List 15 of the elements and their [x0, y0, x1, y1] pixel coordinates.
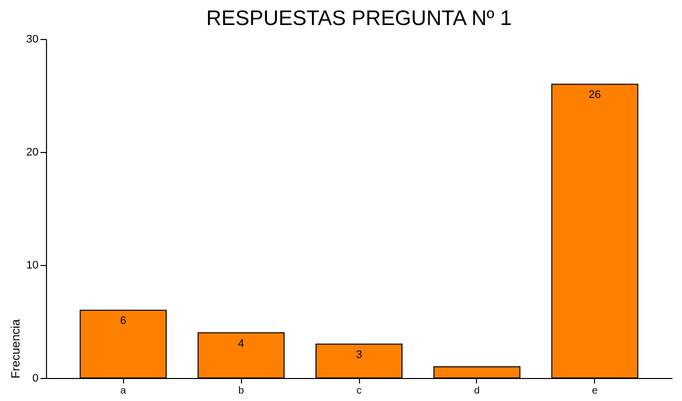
- x-tick-label: a: [120, 386, 126, 396]
- chart-title: RESPUESTAS PREGUNTA Nº 1: [206, 7, 512, 30]
- y-tick-label: 0: [32, 372, 38, 384]
- y-axis-title: Frecuencia: [8, 318, 22, 378]
- data-label: 3: [356, 349, 362, 362]
- y-tick-label: 30: [26, 34, 38, 46]
- x-tick-label: c: [356, 386, 362, 396]
- data-label: 26: [588, 89, 601, 102]
- data-label: 4: [238, 338, 244, 350]
- data-label: 6: [120, 315, 126, 328]
- x-tick-label: e: [592, 386, 598, 396]
- y-tick-label: 10: [26, 260, 38, 272]
- y-tick-label: 20: [26, 146, 38, 158]
- x-tick-label: b: [238, 386, 244, 396]
- x-tick-label: d: [474, 386, 480, 396]
